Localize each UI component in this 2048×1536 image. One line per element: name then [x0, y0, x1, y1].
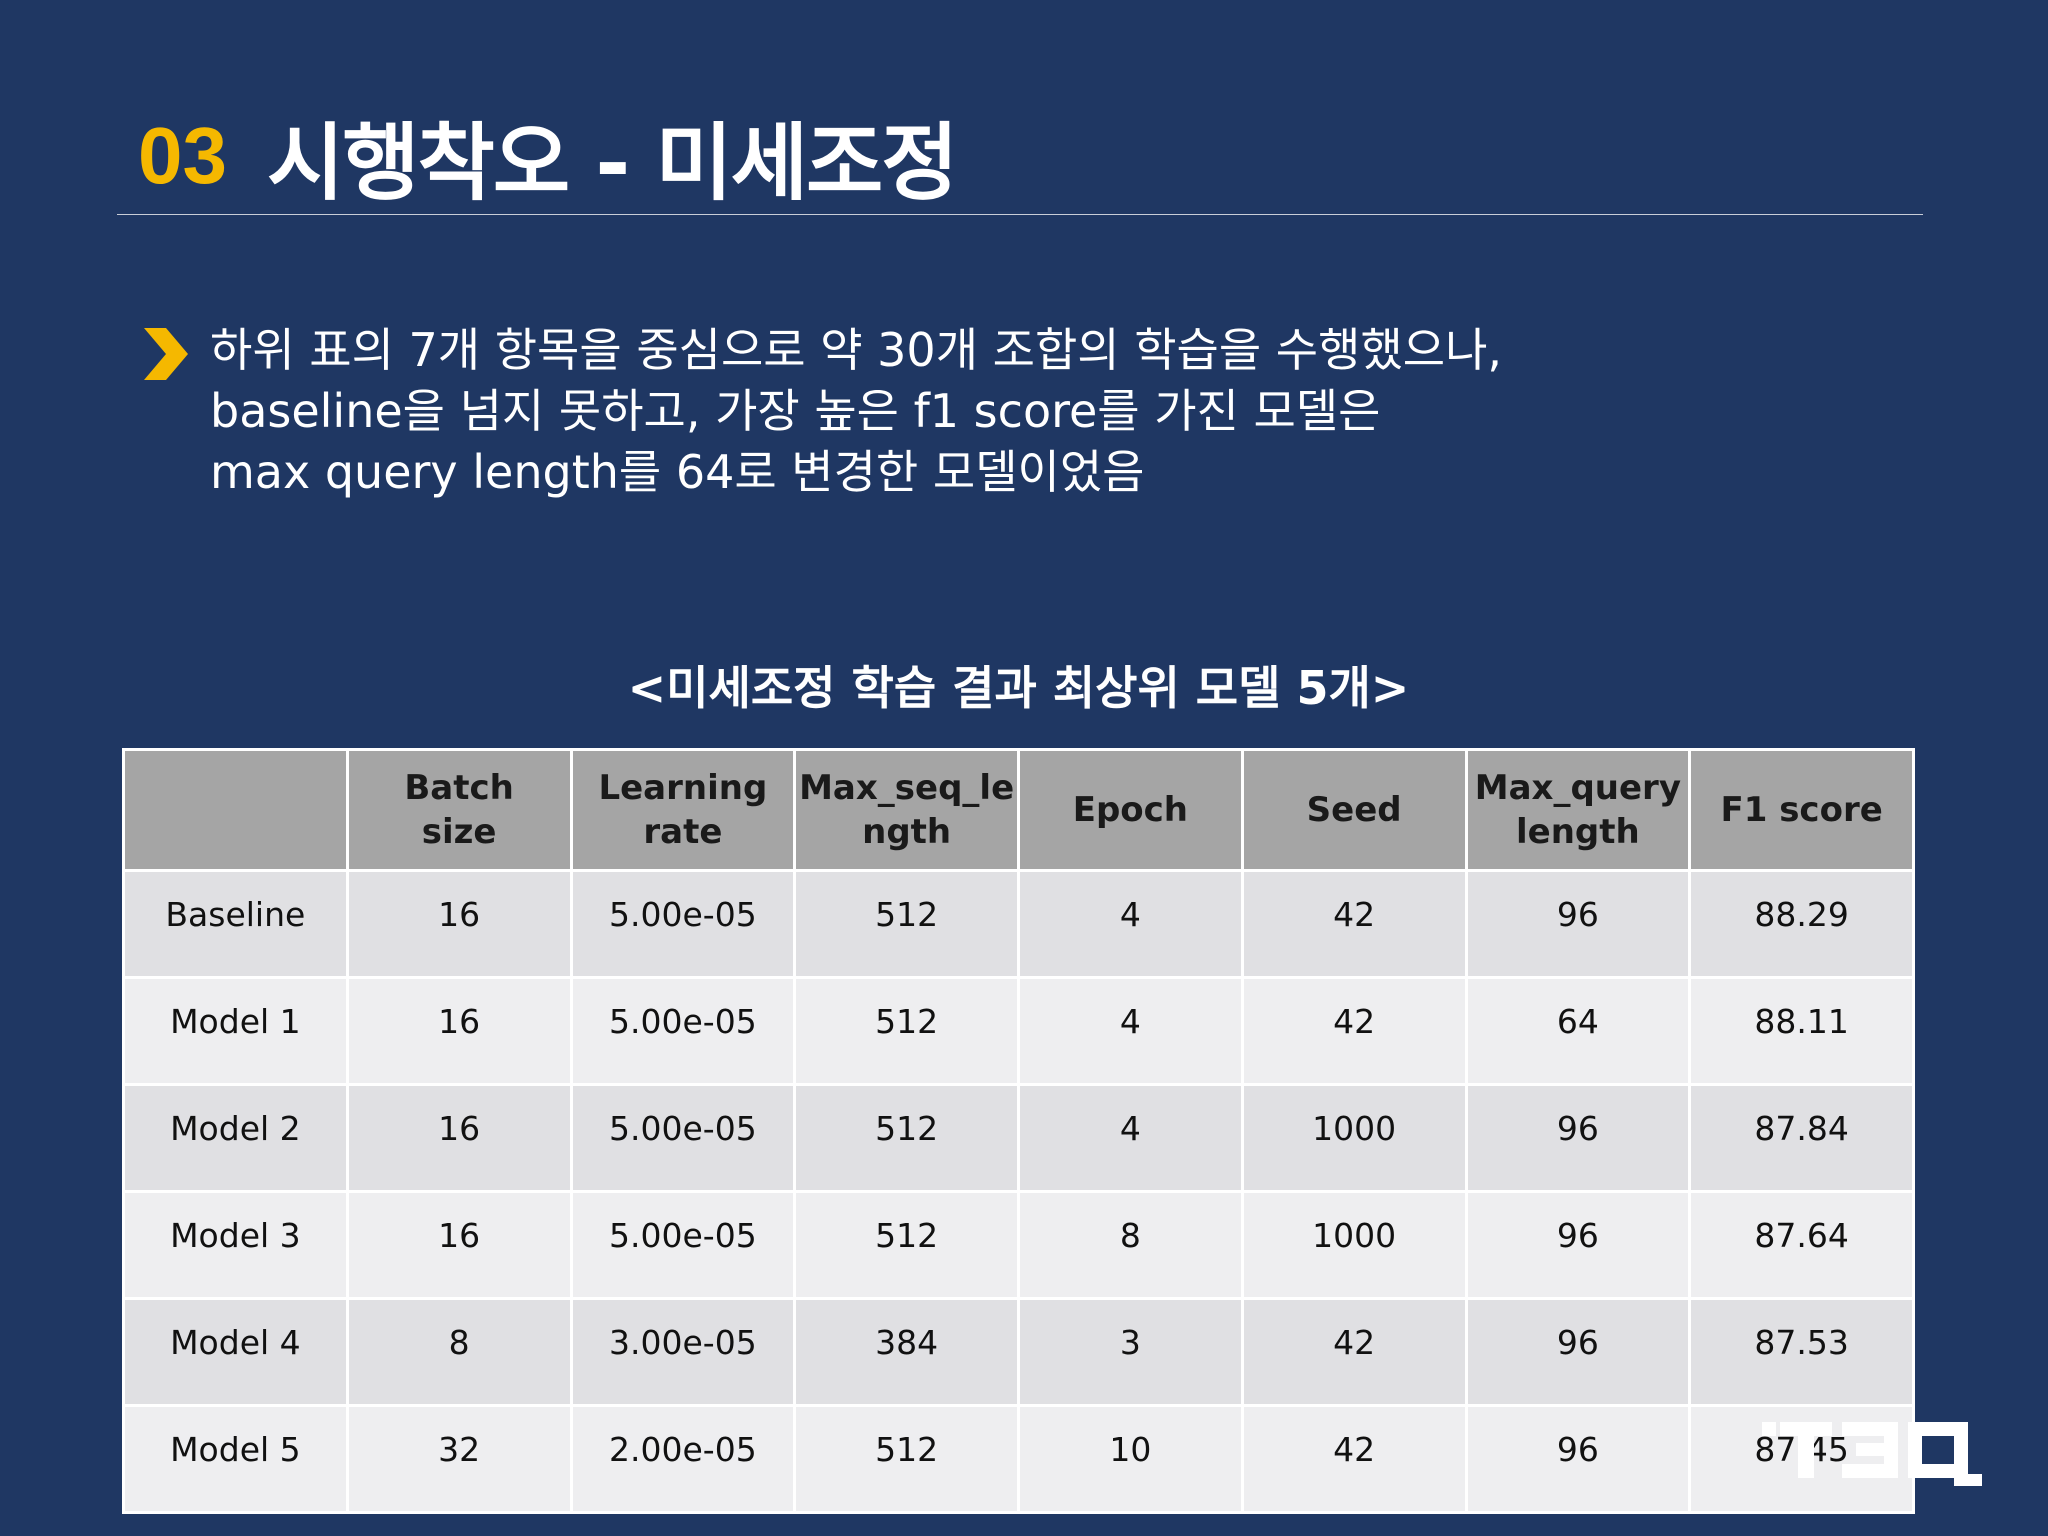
section-number: 03 — [138, 111, 227, 200]
table-cell: 1000 — [1240, 1190, 1468, 1300]
results-table: Batch size Learning rate Max_seq_le ngth Epoch… — [122, 748, 1915, 1514]
table-cell: 32 — [345, 1404, 573, 1514]
table-cell: 10 — [1017, 1404, 1244, 1514]
bullet-point: 하위 표의 7개 항목을 중심으로 약 30개 조합의 학습을 수행했으나, b… — [142, 320, 1502, 503]
table-cell: 4 — [1017, 869, 1244, 979]
table-cell: 16 — [345, 976, 573, 1086]
table-cell: 42 — [1240, 976, 1468, 1086]
table-cell: 8 — [1017, 1190, 1244, 1300]
table-row: Model 1 16 5.00e-05 512 4 42 64 88.11 — [122, 976, 1915, 1086]
header-batch-size: Batch size — [345, 748, 573, 872]
table-cell: 4 — [1017, 1083, 1244, 1193]
slide-title: 03 시행착오 - 미세조정 — [138, 96, 959, 216]
table-row: Model 2 16 5.00e-05 512 4 1000 96 87.84 — [122, 1083, 1915, 1193]
t3q-logo-icon — [1762, 1422, 1982, 1486]
bullet-text: 하위 표의 7개 항목을 중심으로 약 30개 조합의 학습을 수행했으나, b… — [210, 320, 1502, 503]
header-label: Epoch — [1072, 789, 1189, 830]
header-label: Seed — [1306, 789, 1402, 830]
table-cell: 42 — [1240, 1297, 1468, 1407]
table-cell: 3 — [1017, 1297, 1244, 1407]
table-cell: 512 — [793, 976, 1020, 1086]
table-cell: 2.00e-05 — [569, 1404, 797, 1514]
header-learning-rate: Learning rate — [569, 748, 797, 872]
table-cell: 384 — [793, 1297, 1020, 1407]
bullet-line: 하위 표의 7개 항목을 중심으로 약 30개 조합의 학습을 수행했으나, — [210, 323, 1503, 377]
table-cell: 42 — [1240, 869, 1468, 979]
table-header-row: Batch size Learning rate Max_seq_le ngth Epoch… — [122, 748, 1915, 872]
table-cell: 4 — [1017, 976, 1244, 1086]
table-cell: 96 — [1464, 869, 1692, 979]
table-cell: 16 — [345, 1083, 573, 1193]
table-cell: 88.11 — [1688, 976, 1915, 1086]
table-cell: 42 — [1240, 1404, 1468, 1514]
row-label-cell: Model 3 — [122, 1190, 349, 1300]
table-cell: 87.53 — [1688, 1297, 1915, 1407]
header-label: F1 score — [1720, 789, 1883, 830]
table-cell: 87.64 — [1688, 1190, 1915, 1300]
table-caption: <미세조정 학습 결과 최상위 모델 5개> — [627, 661, 1410, 715]
header-label: ngth — [862, 812, 952, 852]
table-body: Baseline 16 5.00e-05 512 4 42 96 88.29 Model 1 16… — [122, 869, 1915, 1514]
row-label-cell: Model 1 — [122, 976, 349, 1086]
table-cell: 64 — [1464, 976, 1692, 1086]
header-empty — [122, 748, 349, 872]
header-epoch: Epoch — [1017, 748, 1244, 872]
header-label: Max_seq_le — [799, 767, 1015, 808]
table-cell: 96 — [1464, 1297, 1692, 1407]
table-cell: 5.00e-05 — [569, 1190, 797, 1300]
table-cell: 512 — [793, 1083, 1020, 1193]
title-text: 시행착오 - 미세조정 — [266, 113, 959, 212]
header-seed: Seed — [1240, 748, 1468, 872]
row-label-cell: Model 4 — [122, 1297, 349, 1407]
header-max-query-length: Max_query length — [1464, 748, 1692, 872]
header-label: Max_query — [1474, 767, 1681, 808]
row-label-cell: Model 5 — [122, 1404, 349, 1514]
bullet-line: baseline을 넘지 못하고, 가장 높은 f1 score를 가진 모델은 — [210, 384, 1381, 438]
row-label-cell: Model 2 — [122, 1083, 349, 1193]
table-cell: 87.84 — [1688, 1083, 1915, 1193]
table-row: Baseline 16 5.00e-05 512 4 42 96 88.29 — [122, 869, 1915, 979]
header-label: Batch — [404, 767, 514, 808]
row-label-cell: Baseline — [122, 869, 349, 979]
table-cell: 512 — [793, 1190, 1020, 1300]
table-cell: 1000 — [1240, 1083, 1468, 1193]
table-cell: 5.00e-05 — [569, 976, 797, 1086]
table-cell: 512 — [793, 1404, 1020, 1514]
header-label: length — [1516, 812, 1640, 852]
header-max-seq-length: Max_seq_le ngth — [793, 748, 1020, 872]
header-f1-score: F1 score — [1688, 748, 1915, 872]
header-label: size — [421, 812, 497, 852]
title-divider — [117, 214, 1923, 215]
header-label: Learning — [598, 767, 768, 808]
bullet-line: max query length를 64로 변경한 모델이었음 — [210, 445, 1145, 499]
header-label: rate — [643, 812, 723, 852]
table-cell: 3.00e-05 — [569, 1297, 797, 1407]
table-cell: 5.00e-05 — [569, 869, 797, 979]
table-cell: 5.00e-05 — [569, 1083, 797, 1193]
table-row: Model 3 16 5.00e-05 512 8 1000 96 87.64 — [122, 1190, 1915, 1300]
table-cell: 16 — [345, 869, 573, 979]
table-cell: 16 — [345, 1190, 573, 1300]
table-cell: 96 — [1464, 1190, 1692, 1300]
table-row: Model 4 8 3.00e-05 384 3 42 96 87.53 — [122, 1297, 1915, 1407]
table-cell: 88.29 — [1688, 869, 1915, 979]
chevron-right-icon — [144, 328, 188, 380]
table-cell: 96 — [1464, 1404, 1692, 1514]
table-cell: 96 — [1464, 1083, 1692, 1193]
table-cell: 512 — [793, 869, 1020, 979]
table-cell: 8 — [345, 1297, 573, 1407]
